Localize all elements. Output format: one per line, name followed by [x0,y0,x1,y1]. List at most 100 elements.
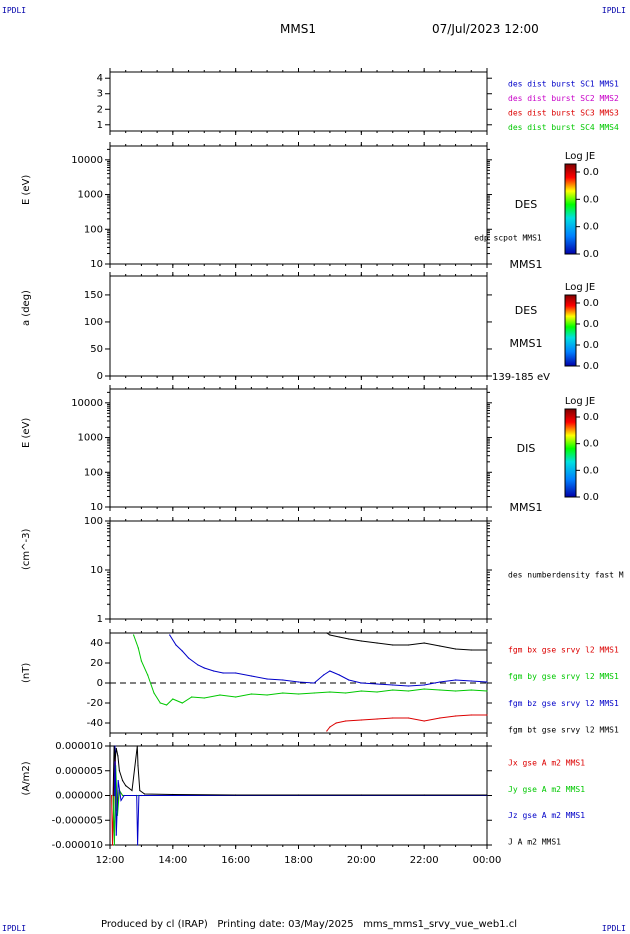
data-point [203,697,205,699]
corner-logo-top-left: IPDLI [2,6,27,15]
panel-current-density [105,742,492,849]
data-point [392,689,394,691]
data-point [407,717,410,719]
data-point [250,675,252,677]
plot-frame [109,145,488,265]
data-point [197,664,199,666]
legend-entry: fgm bx gse srvy l2 MMS1 [508,646,619,655]
data-point [454,648,457,650]
colorbar-tick-label: 0.0 [583,340,599,351]
header-datetime: 07/Jul/2023 12:00 [432,22,539,36]
y-tick-label: 20 [90,658,103,669]
legend-entry: Jx gse A m2 MMS1 [508,759,585,768]
legend-entry: J A m2 MMS1 [508,838,561,847]
data-point [360,640,362,642]
data-point [470,680,472,682]
colorbar-tick-label: 0.0 [583,412,599,423]
data-point [313,682,315,684]
data-point [137,647,139,649]
colorbar-tick-label: 0.0 [583,222,599,233]
series-line-3 [326,632,487,651]
header-spacecraft: MMS1 [280,22,316,36]
data-point [326,632,328,634]
x-tick-label: 14:00 [158,855,187,866]
data-point [360,682,362,684]
spectrogram-label: 139-185 eV [492,372,550,383]
y-tick-label: 100 [84,467,103,478]
data-point [113,844,115,846]
colorbar [564,294,577,367]
panel-des-energy-spectrogram [105,142,580,268]
data-point [235,794,237,796]
y-tick-label: -0.000005 [52,815,103,826]
series-line-2 [169,634,488,687]
data-point [439,645,441,647]
data-point [125,785,127,787]
data-point [376,683,378,685]
data-point [313,692,315,694]
data-point [165,704,168,706]
data-point [329,726,331,728]
data-point [338,674,340,676]
data-point [266,678,268,680]
data-point [136,745,138,747]
data-point [113,745,115,747]
colorbar-tick-label: 0.0 [583,492,599,503]
colorbar-tick-label: 0.0 [583,298,599,309]
data-point [360,690,362,692]
y-tick-label: 10000 [71,155,103,166]
data-point [348,679,350,681]
data-point [329,691,331,693]
data-point [423,684,425,686]
data-point [213,670,215,672]
spectrogram-label: DES [515,304,537,317]
y-tick-label: 0.000010 [55,741,103,752]
panel-fgm-magnetic-field [105,629,492,737]
y-tick-label: 0 [97,371,103,382]
y-tick-label: 2 [97,104,103,115]
y-tick-label: 0 [97,678,103,689]
series-line-1 [133,634,488,706]
plot-frame [109,71,488,132]
data-point [297,794,300,796]
data-point [153,692,155,694]
data-point [329,634,331,636]
data-point [132,634,135,636]
y-tick-label: 40 [90,638,103,649]
colorbar-tick-label: 0.0 [583,465,599,476]
data-point [486,794,488,796]
data-point [121,794,124,797]
corner-logo-bottom-left: IPDLI [2,924,27,933]
data-point [345,720,347,722]
data-point [407,685,410,687]
corner-logo-top-right: IPDLI [601,6,626,15]
y-axis-label: E (eV) [21,418,32,448]
data-point [486,681,488,683]
colorbar-tick-label: 0.0 [583,249,599,260]
colorbar-tick-label: 0.0 [583,439,599,450]
y-tick-label: -40 [87,718,103,729]
y-tick-label: -20 [87,698,103,709]
data-point [191,696,193,698]
plot-frame [109,520,488,620]
data-point [115,747,117,750]
y-tick-label: 0.000005 [55,766,103,777]
data-point [131,789,133,792]
data-point [407,690,410,692]
y-axis-label: (A/m2) [21,761,32,795]
data-point [282,692,284,694]
data-point [112,794,114,797]
data-point [376,642,378,644]
data-point [297,681,300,683]
data-point [376,691,378,693]
y-axis-label: a (deg) [21,290,32,326]
legend-entry: des dist burst SC2 MMS2 [508,94,619,103]
y-tick-label: -0.000010 [52,840,103,851]
series-line-1 [112,765,487,846]
y-tick-label: 4 [97,73,103,84]
colorbar-tick-label: 0.0 [583,167,599,178]
y-tick-label: 100 [84,317,103,328]
x-tick-label: 22:00 [410,855,439,866]
series-line-0 [326,714,487,732]
